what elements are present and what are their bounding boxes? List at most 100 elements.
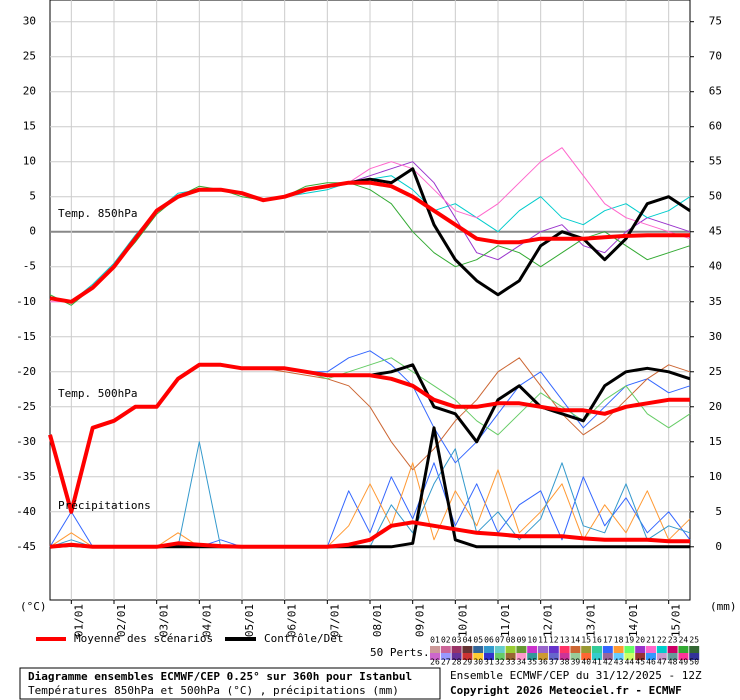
member-swatch xyxy=(689,646,700,653)
y2-tick-label: 60 xyxy=(709,120,722,133)
y2-tick-label: 45 xyxy=(709,225,722,238)
y-axis-label: (°C) xyxy=(20,600,47,613)
member-label: 05 xyxy=(473,636,483,645)
member-swatch xyxy=(646,646,656,653)
x-tick-label: 10/01 xyxy=(456,604,469,637)
y-tick-label: -45 xyxy=(16,540,36,553)
member-swatch xyxy=(430,653,440,660)
member-swatch xyxy=(581,646,592,653)
member-swatch xyxy=(473,653,484,660)
x-tick-label: 08/01 xyxy=(371,604,384,637)
y-tick-label: 5 xyxy=(29,190,36,203)
x-tick-label: 06/01 xyxy=(286,604,299,637)
footer-title: Diagramme ensembles ECMWF/CEP 0.25° sur … xyxy=(28,670,412,683)
member-label: 13 xyxy=(560,636,570,645)
member-label: 02 xyxy=(441,636,451,645)
member-label: 16 xyxy=(592,636,602,645)
member-label: 34 xyxy=(517,658,527,667)
x-tick-label: 02/01 xyxy=(115,604,128,637)
member-label: 25 xyxy=(689,636,699,645)
member-label: 44 xyxy=(625,658,635,667)
y-tick-label: 30 xyxy=(23,15,36,28)
y2-axis-label: (mm) xyxy=(710,600,737,613)
member-swatch xyxy=(656,646,667,653)
member-swatch xyxy=(667,646,678,653)
y-tick-label: 20 xyxy=(23,85,36,98)
member-swatch xyxy=(484,646,494,653)
member-swatch xyxy=(581,653,592,660)
y2-tick-label: 35 xyxy=(709,295,722,308)
member-swatch xyxy=(494,646,505,653)
member-swatch xyxy=(538,653,548,660)
member-label: 03 xyxy=(452,636,462,645)
member-label: 48 xyxy=(668,658,678,667)
member-swatch xyxy=(570,646,581,653)
member-swatch xyxy=(689,653,700,660)
member-label: 20 xyxy=(635,636,645,645)
member-label: 12 xyxy=(549,636,559,645)
member-swatch xyxy=(538,646,548,653)
mean-line xyxy=(49,180,690,304)
y-tick-label: -35 xyxy=(16,470,36,483)
y2-tick-label: 15 xyxy=(709,435,722,448)
member-label: 04 xyxy=(463,636,473,645)
member-label: 37 xyxy=(549,658,559,667)
member-swatch xyxy=(440,646,451,653)
member-label: 49 xyxy=(679,658,689,667)
x-tick-label: 11/01 xyxy=(499,604,512,637)
y2-tick-label: 55 xyxy=(709,155,722,168)
member-label: 47 xyxy=(657,658,667,667)
y2-tick-label: 75 xyxy=(709,15,722,28)
member-label: 35 xyxy=(527,658,537,667)
member-swatch xyxy=(667,653,678,660)
member-label: 45 xyxy=(635,658,645,667)
plot-layer xyxy=(48,0,691,600)
member-swatch xyxy=(451,653,462,660)
x-tick-label: 04/01 xyxy=(200,604,213,637)
member-swatch xyxy=(602,646,613,653)
member-label: 08 xyxy=(506,636,516,645)
y2-tick-label: 40 xyxy=(709,260,722,273)
y-tick-label: -20 xyxy=(16,365,36,378)
legend-mean: Moyenne des scénarios xyxy=(74,632,213,645)
panel-label: Temp. 500hPa xyxy=(58,387,137,400)
y2-tick-label: 30 xyxy=(709,330,722,343)
y2-tick-label: 25 xyxy=(709,365,722,378)
member-label: 18 xyxy=(614,636,624,645)
member-label: 50 xyxy=(689,658,699,667)
member-label: 15 xyxy=(581,636,591,645)
y-tick-label: -40 xyxy=(16,505,36,518)
member-label: 36 xyxy=(538,658,548,667)
mean-line xyxy=(48,362,690,514)
member-label: 38 xyxy=(560,658,570,667)
member-label: 09 xyxy=(517,636,527,645)
x-tick-label: 14/01 xyxy=(627,604,640,637)
member-swatch xyxy=(440,653,451,660)
member-label: 23 xyxy=(668,636,678,645)
member-swatch xyxy=(473,646,484,653)
x-tick-label: 05/01 xyxy=(243,604,256,637)
member-label: 28 xyxy=(452,658,462,667)
member-label: 01 xyxy=(430,636,440,645)
y-tick-label: 15 xyxy=(23,120,36,133)
member-swatch xyxy=(430,646,440,653)
member-label: 24 xyxy=(679,636,689,645)
member-swatch xyxy=(559,653,570,660)
member-swatch xyxy=(592,646,602,653)
member-label: 29 xyxy=(463,658,473,667)
y-tick-label: -15 xyxy=(16,330,36,343)
member-swatch xyxy=(635,653,646,660)
member-label: 39 xyxy=(571,658,581,667)
member-label: 31 xyxy=(484,658,494,667)
member-swatch xyxy=(646,653,656,660)
y2-tick-label: 0 xyxy=(715,540,722,553)
panel-label: Temp. 850hPa xyxy=(58,207,137,220)
member-swatch xyxy=(451,646,462,653)
member-label: 06 xyxy=(484,636,494,645)
member-label: 22 xyxy=(657,636,667,645)
member-label: 19 xyxy=(625,636,635,645)
y2-tick-label: 5 xyxy=(715,505,722,518)
member-label: 21 xyxy=(646,636,656,645)
y-tick-label: -5 xyxy=(23,260,36,273)
